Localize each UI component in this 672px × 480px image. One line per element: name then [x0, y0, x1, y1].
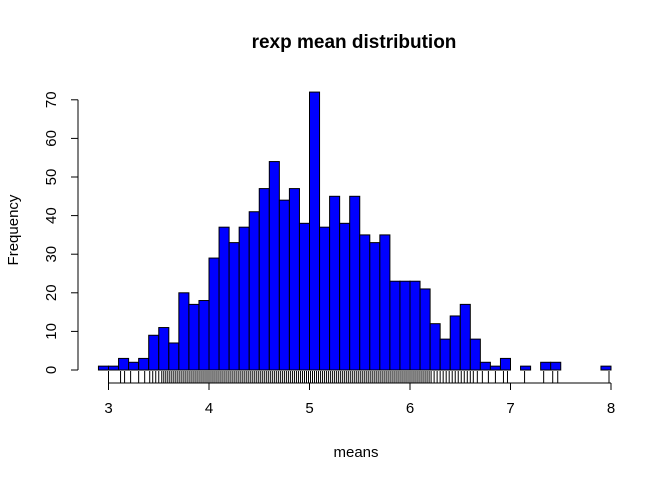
y-tick-label: 10: [43, 323, 60, 340]
histogram-bar: [309, 91, 321, 371]
histogram-bar: [319, 226, 331, 371]
histogram-bar: [550, 361, 562, 371]
y-axis-label: Frequency: [5, 194, 22, 265]
y-tick-label: 30: [43, 246, 60, 263]
histogram-bar: [520, 365, 532, 371]
histogram-bar: [148, 334, 160, 371]
histogram-bar: [158, 327, 170, 371]
histogram-bar: [188, 303, 200, 371]
y-axis: 0 10 20 30 40 50 60 70: [43, 91, 79, 374]
y-tick-label: 40: [43, 207, 60, 224]
histogram-bar: [208, 257, 220, 371]
histogram-bar: [479, 361, 491, 371]
histogram-bar: [499, 357, 512, 371]
histogram-bar: [369, 242, 381, 371]
histogram-bar: [228, 242, 240, 371]
histogram-bar: [489, 365, 501, 371]
x-axis: 3 4 5 6 7 8: [104, 382, 615, 417]
histogram-bar: [258, 188, 270, 371]
histogram-bar: [399, 280, 411, 371]
bars-group: [97, 91, 612, 371]
x-tick-label: 3: [104, 400, 112, 417]
y-tick-label: 20: [43, 284, 60, 301]
histogram-bar: [198, 300, 210, 371]
histogram-bar: [459, 303, 471, 371]
histogram-bar: [469, 338, 481, 371]
histogram-bar: [329, 195, 341, 371]
histogram-bar: [178, 292, 190, 371]
x-tick-label: 5: [305, 400, 313, 417]
rug-group: [108, 371, 610, 383]
x-tick-label: 6: [406, 400, 414, 417]
y-tick-label: 50: [43, 169, 60, 186]
histogram-bar: [218, 226, 230, 371]
histogram-bar: [108, 365, 120, 371]
chart-title: rexp mean distribution: [252, 32, 457, 53]
y-tick-label: 0: [43, 366, 60, 374]
histogram-bar: [268, 161, 280, 371]
histogram-bar: [248, 211, 260, 371]
x-tick-label: 8: [607, 400, 615, 417]
histogram-bar: [379, 234, 391, 371]
y-tick-label: 60: [43, 130, 60, 147]
histogram-bar: [449, 315, 461, 371]
histogram-bar: [97, 365, 109, 371]
histogram-bar: [288, 188, 300, 371]
histogram-bar: [429, 323, 441, 371]
histogram-bar: [138, 357, 150, 371]
histogram-bar: [238, 226, 250, 371]
histogram-bar: [409, 280, 421, 371]
x-tick-label: 4: [205, 400, 213, 417]
histogram-bar: [278, 199, 290, 371]
histogram-bar: [118, 357, 130, 371]
histogram-bar: [540, 361, 552, 371]
histogram-bar: [128, 361, 140, 371]
histogram-bar: [168, 342, 180, 371]
histogram-bar: [389, 280, 401, 371]
histogram-bar: [359, 234, 371, 371]
x-tick-label: 7: [506, 400, 514, 417]
histogram-bar: [298, 222, 311, 371]
histogram-bar: [339, 222, 351, 371]
y-tick-label: 70: [43, 91, 60, 108]
x-axis-label: means: [333, 444, 378, 461]
histogram-bar: [349, 195, 361, 371]
histogram-bar: [439, 338, 451, 371]
histogram-bar: [419, 288, 431, 371]
histogram-bar: [600, 365, 612, 371]
